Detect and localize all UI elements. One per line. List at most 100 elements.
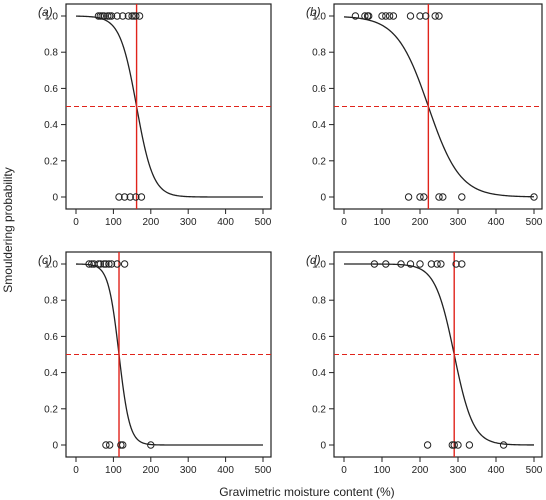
data-point-smouldered (427, 260, 436, 268)
data-point-smouldered (435, 12, 443, 20)
data-point-smouldered (113, 12, 121, 20)
x-tick-label: 400 (488, 465, 505, 476)
panel-a: 0 100 200 300 400 500 0 0.2 0.4 0.6 0.8 1.0(a) (38, 3, 272, 228)
data-point-smouldered (107, 12, 116, 20)
x-tick-label: 200 (142, 465, 159, 476)
x-tick-label: 300 (180, 217, 197, 228)
x-tick-label: 500 (526, 217, 543, 228)
data-point-smouldered (389, 12, 398, 20)
data-point-smouldered (94, 12, 103, 20)
y-tick-label: 0 (320, 193, 326, 204)
data-point-not-smouldered (115, 193, 123, 201)
data-point-not-smouldered (102, 441, 110, 449)
x-tick-label: 300 (450, 217, 467, 228)
plot-frame (65, 3, 272, 210)
y-tick-label: 1.0 (44, 260, 58, 271)
data-point-not-smouldered (117, 441, 125, 449)
y-tick-label: 0.6 (312, 332, 326, 343)
y-tick-label: 0.2 (44, 404, 58, 415)
data-point-not-smouldered (439, 193, 447, 201)
data-point-smouldered (378, 12, 386, 20)
y-tick-label: 0.6 (312, 84, 326, 95)
data-point-smouldered (397, 260, 405, 268)
x-tick-label: 100 (374, 465, 391, 476)
panel-label: (b) (306, 5, 321, 19)
x-tick-label: 0 (341, 217, 347, 228)
x-tick-label: 200 (412, 465, 429, 476)
data-point-smouldered (416, 12, 424, 20)
y-tick-label: 1.0 (44, 12, 58, 23)
y-tick-label: 0.8 (44, 48, 58, 59)
x-tick-label: 100 (105, 465, 122, 476)
data-point-smouldered (105, 12, 114, 20)
data-point-smouldered (124, 12, 133, 20)
data-point-smouldered (100, 12, 108, 20)
y-tick-label: 0.8 (44, 296, 58, 307)
data-point-not-smouldered (450, 441, 458, 449)
data-point-smouldered (382, 260, 390, 268)
data-point-not-smouldered (420, 193, 428, 201)
x-tick-label: 400 (488, 217, 505, 228)
data-point-not-smouldered (454, 441, 462, 449)
data-point-smouldered (361, 12, 369, 20)
data-point-smouldered (107, 260, 116, 268)
logistic-curve (344, 263, 534, 446)
data-point-smouldered (94, 260, 103, 268)
y-tick-label: 0.4 (312, 368, 326, 379)
logistic-curve (343, 16, 535, 198)
data-point-not-smouldered (530, 193, 538, 201)
x-tick-label: 500 (526, 465, 543, 476)
y-tick-label: 0.4 (44, 368, 58, 379)
logistic-curve (75, 15, 263, 198)
data-point-not-smouldered (119, 441, 127, 449)
data-point-not-smouldered (126, 193, 134, 201)
data-point-smouldered (135, 12, 144, 20)
data-point-not-smouldered (105, 441, 114, 449)
x-axis-title: Gravimetric moisture content (%) (219, 485, 394, 499)
data-point-smouldered (422, 12, 430, 20)
y-tick-label: 0.8 (312, 48, 326, 59)
x-tick-label: 300 (450, 465, 467, 476)
data-point-not-smouldered (448, 441, 456, 449)
data-point-not-smouldered (423, 441, 432, 449)
data-point-smouldered (102, 260, 110, 268)
data-point-not-smouldered (404, 193, 413, 201)
y-tick-label: 0.2 (44, 156, 58, 167)
y-tick-label: 0.4 (312, 120, 326, 131)
y-tick-label: 0.6 (44, 332, 58, 343)
x-tick-label: 100 (105, 217, 122, 228)
y-tick-label: 0.2 (312, 156, 326, 167)
data-point-smouldered (351, 12, 360, 20)
y-tick-label: 0.4 (44, 120, 58, 131)
y-tick-label: 0.6 (44, 84, 58, 95)
data-point-not-smouldered (458, 193, 466, 201)
data-point-smouldered (119, 12, 127, 20)
y-axis-title: Smouldering probability (1, 167, 15, 292)
data-point-smouldered (431, 12, 439, 20)
y-tick-label: 1.0 (312, 260, 326, 271)
panel-d: 0 100 200 300 400 500 0 0.2 0.4 0.6 0.8 1.0(d) (306, 251, 543, 476)
data-point-smouldered (100, 260, 108, 268)
data-point-not-smouldered (132, 193, 140, 201)
y-tick-label: 0 (52, 193, 58, 204)
x-tick-label: 0 (73, 465, 79, 476)
panel-b: 0 100 200 300 400 500 0 0.2 0.4 0.6 0.8 1.0(b) (306, 3, 543, 228)
data-point-smouldered (128, 12, 136, 20)
data-point-not-smouldered (416, 193, 424, 201)
data-point-smouldered (130, 12, 138, 20)
data-point-not-smouldered (137, 193, 146, 201)
y-tick-label: 0.2 (312, 404, 326, 415)
data-point-smouldered (104, 12, 112, 20)
x-tick-label: 500 (255, 217, 272, 228)
x-tick-label: 300 (180, 465, 197, 476)
data-point-smouldered (385, 12, 394, 20)
y-tick-label: 0 (52, 441, 58, 452)
x-tick-label: 400 (217, 465, 234, 476)
data-point-not-smouldered (147, 441, 155, 449)
data-point-smouldered (370, 260, 379, 268)
y-tick-label: 0 (320, 441, 326, 452)
data-point-smouldered (132, 12, 140, 20)
data-point-smouldered (85, 260, 93, 268)
